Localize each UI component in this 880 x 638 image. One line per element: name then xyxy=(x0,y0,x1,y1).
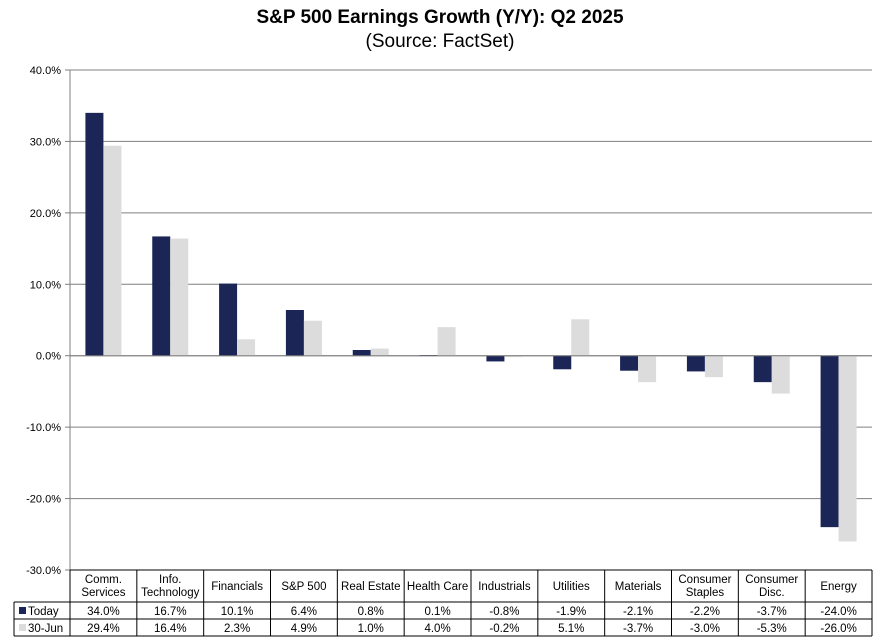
category-label: Real Estate xyxy=(341,581,400,593)
legend-label: Today xyxy=(28,606,59,618)
data-label: -5.3% xyxy=(757,623,787,635)
y-tick-label: -30.0% xyxy=(26,565,61,577)
data-label: -1.9% xyxy=(556,606,586,618)
category-label: Financials xyxy=(211,581,263,593)
bars xyxy=(85,112,857,542)
category-label: Health Care xyxy=(407,581,468,593)
bar-today xyxy=(553,355,572,370)
bar-today xyxy=(85,112,104,356)
bar-today xyxy=(620,355,639,371)
data-label: 10.1% xyxy=(221,606,254,618)
bar-today xyxy=(285,310,304,356)
bar-30-jun xyxy=(504,355,523,358)
bar-today xyxy=(352,350,371,356)
bar-30-jun xyxy=(638,355,657,383)
legend-key-30-jun xyxy=(19,624,26,631)
data-label: 0.8% xyxy=(358,606,384,618)
data-label: -3.7% xyxy=(757,606,787,618)
bar-today xyxy=(152,236,171,356)
legend-key-today xyxy=(19,607,26,614)
category-label: Staples xyxy=(686,587,725,599)
category-label: Info. xyxy=(159,574,181,586)
category-label: Consumer xyxy=(745,574,798,586)
data-label: -2.1% xyxy=(623,606,653,618)
data-label: -3.0% xyxy=(690,623,720,635)
data-label: -0.2% xyxy=(489,623,519,635)
legend-label: 30-Jun xyxy=(28,623,63,635)
data-label: -0.8% xyxy=(489,606,519,618)
chart-subtitle: (Source: FactSet) xyxy=(365,31,515,52)
title-block: S&P 500 Earnings Growth (Y/Y): Q2 2025 (… xyxy=(0,6,880,54)
data-label: 4.9% xyxy=(291,623,317,635)
bar-30-jun xyxy=(103,145,122,356)
y-tick-label: 30.0% xyxy=(30,136,61,148)
y-tick-label: 0.0% xyxy=(36,351,61,363)
category-label: Comm. xyxy=(85,574,122,586)
bar-30-jun xyxy=(771,355,790,394)
category-label: Utilities xyxy=(553,581,590,593)
data-label: -2.2% xyxy=(690,606,720,618)
data-label: 5.1% xyxy=(558,623,584,635)
bar-30-jun xyxy=(303,320,322,356)
bar-30-jun xyxy=(237,339,256,356)
data-label: 34.0% xyxy=(87,606,120,618)
data-label: -24.0% xyxy=(820,606,856,618)
data-label: 16.7% xyxy=(154,606,187,618)
data-label: 6.4% xyxy=(291,606,317,618)
category-label: Materials xyxy=(615,581,662,593)
data-label: 16.4% xyxy=(154,623,187,635)
category-label: S&P 500 xyxy=(281,581,326,593)
bar-30-jun xyxy=(437,327,456,356)
data-label: 29.4% xyxy=(87,623,120,635)
category-label: Energy xyxy=(820,581,857,593)
category-label: Services xyxy=(81,587,125,599)
y-tick-label: 10.0% xyxy=(30,279,61,291)
bar-today xyxy=(753,355,772,383)
data-table: Comm.Services Info.Technology Financials S&… xyxy=(13,569,873,637)
data-label: -3.7% xyxy=(623,623,653,635)
data-label: 4.0% xyxy=(424,623,450,635)
y-tick-label: 20.0% xyxy=(30,208,61,220)
bar-30-jun xyxy=(704,355,723,378)
bar-today xyxy=(686,355,705,372)
data-label: 2.3% xyxy=(224,623,250,635)
axes: 40.0% 30.0% 20.0% 10.0% 0.0% -10.0% -20.0% -30.… xyxy=(26,65,872,577)
data-label: 1.0% xyxy=(358,623,384,635)
bar-today xyxy=(219,283,238,356)
data-label: 0.1% xyxy=(424,606,450,618)
category-label: Consumer xyxy=(678,574,731,586)
chart-title: S&P 500 Earnings Growth (Y/Y): Q2 2025 xyxy=(256,7,624,28)
bar-30-jun xyxy=(838,355,857,542)
category-label: Disc. xyxy=(759,587,785,599)
y-tick-label: 40.0% xyxy=(30,65,61,77)
gridlines xyxy=(70,69,872,571)
bar-30-jun xyxy=(370,348,389,356)
data-label: -26.0% xyxy=(820,623,856,635)
bar-30-jun xyxy=(571,319,590,356)
y-tick-label: -10.0% xyxy=(26,422,61,434)
y-tick-label: -20.0% xyxy=(26,494,61,506)
bar-today xyxy=(486,355,505,362)
bar-30-jun xyxy=(170,238,189,356)
category-label: Technology xyxy=(141,587,199,599)
bar-today xyxy=(820,355,839,528)
category-label: Industrials xyxy=(478,581,531,593)
